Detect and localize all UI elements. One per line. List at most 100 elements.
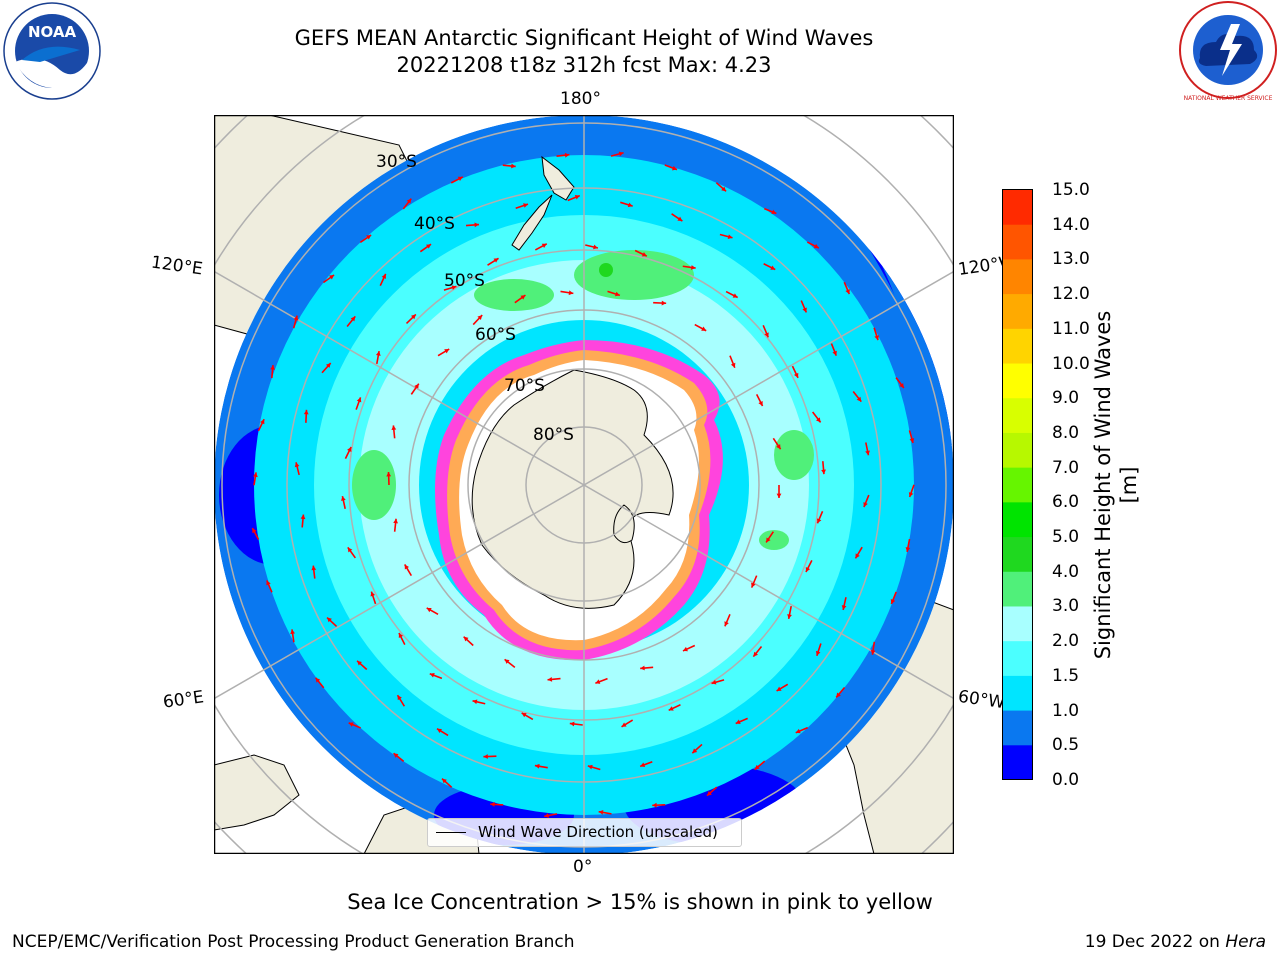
wave-direction-arrowhead [253, 472, 258, 478]
colorbar-tick-label: 10.0 [1052, 353, 1090, 374]
wave-direction-arrowhead [706, 790, 712, 796]
wave-direction-arrowhead [266, 580, 271, 586]
wave-direction-arrowhead [541, 243, 547, 248]
wave-direction-arrowhead [758, 400, 763, 406]
credit-date-text: 19 Dec 2022 on [1084, 932, 1220, 952]
wave-direction-arrowhead [821, 469, 826, 475]
lon-label-60w: 60°W [956, 686, 1007, 714]
colorbar-tick-label: 14.0 [1052, 214, 1090, 235]
wave-direction-arrowhead [426, 607, 432, 613]
wave-direction-arrowhead [735, 719, 741, 724]
wave-direction-arrowhead [652, 802, 657, 808]
lat-label-50s: 50°S [444, 271, 485, 291]
wave-direction-arrowhead [805, 566, 811, 572]
wave-direction-arrowhead [690, 265, 696, 270]
wave-direction-arrowhead [406, 198, 412, 204]
wave-direction-arrowhead [457, 176, 463, 182]
credit-date: 19 Dec 2022 on Hera [1085, 932, 1266, 952]
noaa-logo: NOAA [3, 2, 101, 100]
wave-direction-arrowhead [627, 202, 633, 208]
wave-direction-arrowhead [391, 425, 397, 430]
wave-direction-arrowhead [564, 152, 570, 158]
wave-direction-arrowhead [325, 363, 331, 368]
wave-direction-arrowhead [544, 813, 549, 818]
nws-logo-text: NATIONAL WEATHER SERVICE [1184, 95, 1273, 102]
wave-direction-arrowhead [802, 307, 807, 313]
wave-direction-arrowhead [574, 195, 580, 200]
wave-direction-arrowhead [252, 528, 257, 534]
colorbar-band [1002, 189, 1033, 225]
lat-label-40s: 40°S [414, 214, 455, 234]
wave-direction-arrowhead [511, 163, 516, 169]
wave-direction-arrowhead [404, 564, 410, 570]
wave-direction-arrowhead [614, 291, 620, 297]
wave-direction-arrowhead [776, 686, 782, 691]
wave-direction-arrowhead [682, 646, 688, 652]
wave-direction-arrowhead [370, 591, 376, 597]
wave-direction-arrowhead [315, 677, 321, 683]
colorbar-band [1002, 224, 1033, 260]
chart-title: GEFS MEAN Antarctic Significant Height o… [294, 26, 874, 50]
colorbar-band [1002, 605, 1033, 642]
wave-direction-arrowhead [776, 444, 781, 450]
wave-direction-arrowhead [641, 252, 647, 257]
wave-direction-arrowhead [504, 659, 510, 664]
lat-label-30s: 30°S [376, 152, 417, 172]
wave-direction-arrowhead [270, 365, 275, 370]
colorbar-band [1002, 675, 1033, 711]
wave-direction-arrowhead [770, 265, 776, 270]
wave-direction-arrowhead [692, 748, 698, 754]
wave-direction-arrowhead [348, 722, 354, 727]
wave-direction-arrowhead [890, 599, 896, 605]
wave-direction-arrowhead [795, 728, 801, 734]
colorbar-tick-label: 2.0 [1052, 631, 1080, 652]
wave-direction-arrowhead [909, 438, 915, 443]
wave-direction-arrowhead [356, 397, 362, 403]
wave-direction-arrowhead [414, 383, 419, 389]
wave-direction-arrowhead [764, 332, 769, 338]
colorbar-band [1002, 467, 1033, 503]
wave-direction-arrowhead [429, 673, 435, 678]
wave-direction-arrowhead [841, 605, 847, 610]
colorbar-band [1002, 536, 1033, 572]
nws-logo: NATIONAL WEATHER SERVICE [1179, 1, 1277, 102]
wave-direction-arrowhead [899, 383, 904, 389]
colorbar-band [1002, 501, 1033, 538]
wave-direction-arrowhead [787, 614, 792, 619]
colorbar-tick-label: 9.0 [1052, 388, 1080, 409]
colorbar-band [1002, 363, 1033, 399]
wave-direction-arrowhead [815, 650, 821, 656]
wave-direction-arrowhead [593, 244, 598, 250]
colorbar-tick-label: 8.0 [1052, 422, 1080, 443]
wave-direction-arrowhead [870, 650, 876, 655]
wave-direction-arrowhead [727, 234, 733, 239]
legend-label: Wind Wave Direction (unscaled) [478, 823, 718, 841]
wave-direction-arrowhead [521, 712, 527, 718]
wave-direction-arrowhead [347, 547, 353, 553]
wind-wave-arrows [251, 151, 915, 818]
colorbar-band [1002, 258, 1033, 295]
wave-direction-arrowhead [523, 203, 528, 208]
lat-label-80s: 80°S [533, 425, 574, 445]
colorbar-tick-label: 11.0 [1052, 318, 1090, 339]
wave-direction-arrowhead [547, 677, 553, 682]
colorbar-band [1002, 293, 1033, 329]
wave-direction-arrowhead [534, 763, 540, 769]
wave-direction-arrowhead [640, 762, 646, 768]
wave-direction-arrowhead [350, 316, 356, 322]
credit-branch: NCEP/EMC/Verification Post Processing Pr… [12, 932, 575, 952]
wave-direction-arrowhead [444, 349, 450, 354]
wave-direction-arrowhead [568, 290, 574, 296]
colorbar-tick-label: 15.0 [1052, 180, 1090, 200]
wave-direction-arrowhead [393, 753, 399, 758]
lon-label-60e: 60°E [161, 687, 206, 713]
wave-direction-arrowhead [732, 293, 738, 298]
wave-direction-arrowhead [411, 314, 416, 320]
wave-direction-arrowhead [832, 350, 837, 356]
wave-direction-arrowhead [856, 396, 862, 402]
legend-line-swatch [436, 832, 466, 833]
wave-direction-arrowhead [260, 419, 265, 425]
wave-direction-arrowhead [776, 493, 782, 498]
wave-direction-arrowhead [398, 633, 404, 639]
colorbar-tick-label: 13.0 [1052, 249, 1090, 270]
